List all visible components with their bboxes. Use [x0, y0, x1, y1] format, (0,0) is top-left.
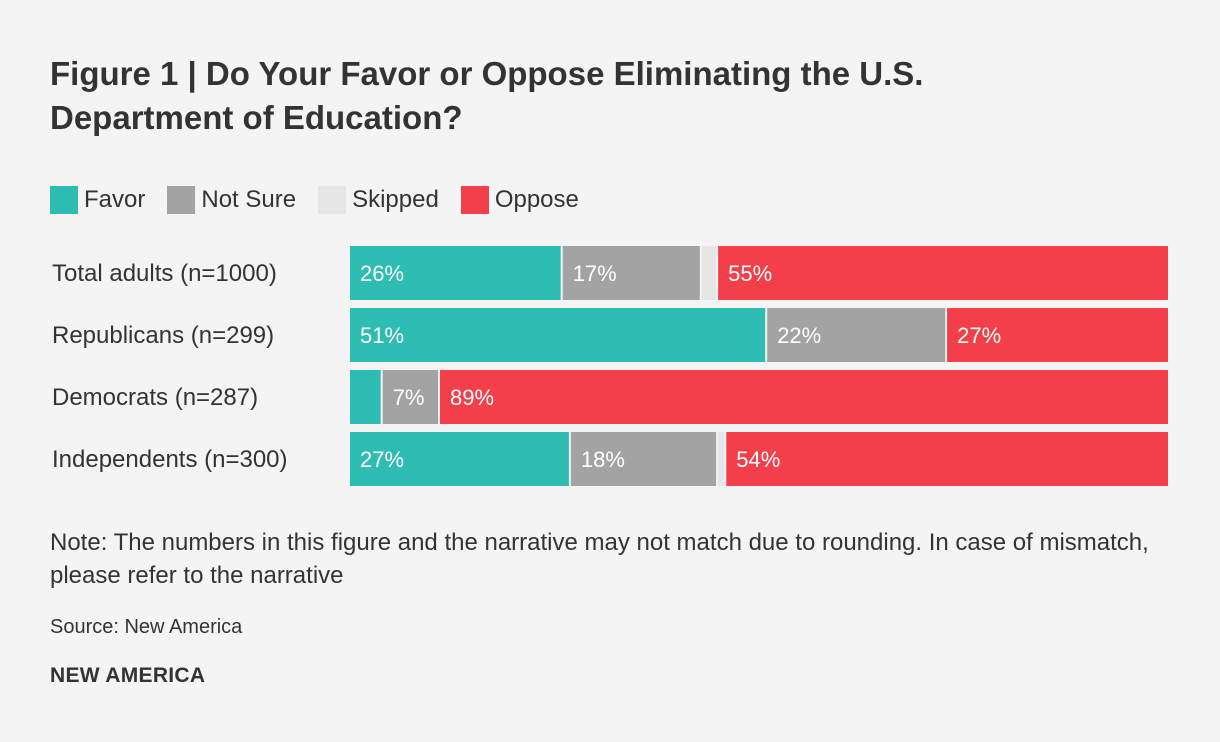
- legend-label: Skipped: [352, 186, 439, 213]
- legend-label: Not Sure: [201, 186, 297, 213]
- legend-swatch: [167, 186, 196, 214]
- bar-segment-skipped: [718, 432, 725, 486]
- brand-logo-text: NEW AMERICA: [50, 664, 206, 687]
- bar-segment-oppose: [440, 370, 1168, 424]
- category-label: Independents (n=300): [52, 446, 288, 473]
- bar-segment-favor: [350, 246, 561, 300]
- bar-value-label: 18%: [581, 447, 625, 472]
- legend-item-skipped: Skipped: [318, 186, 439, 214]
- legend-label: Favor: [84, 186, 146, 213]
- bar-segment-not-sure: [382, 370, 438, 424]
- bar-segment-oppose: [718, 246, 1168, 300]
- chart-title: Figure 1 | Do Your Favor or Oppose Elimi…: [50, 55, 924, 136]
- bar-value-label: 26%: [360, 261, 404, 286]
- bar-value-label: 22%: [777, 323, 821, 348]
- legend-swatch: [318, 186, 347, 214]
- bar-segment-not-sure: [562, 246, 700, 300]
- legend-label: Oppose: [494, 186, 579, 213]
- bar-value-label: 55%: [728, 261, 772, 286]
- legend-item-not-sure: Not Sure: [167, 186, 296, 214]
- bar-value-label: 17%: [573, 261, 617, 286]
- bar-value-label: 89%: [450, 385, 494, 410]
- category-label: Total adults (n=1000): [52, 260, 277, 287]
- note-text: Note: The numbers in this figure and the…: [50, 529, 1149, 589]
- bar-value-label: 7%: [393, 385, 425, 410]
- category-label: Republicans (n=299): [52, 322, 274, 349]
- legend-item-favor: Favor: [50, 186, 145, 214]
- bar-value-label: 27%: [360, 447, 404, 472]
- bar-segment-not-sure: [767, 308, 946, 362]
- bar-value-label: 27%: [957, 323, 1001, 348]
- bar-segment-oppose: [947, 308, 1168, 362]
- bar-segment-favor: [350, 370, 381, 424]
- bar-segment-skipped: [701, 246, 717, 300]
- bar-value-label: 54%: [736, 447, 780, 472]
- bar-value-label: 51%: [360, 323, 404, 348]
- category-label: Democrats (n=287): [52, 384, 258, 411]
- source-text: Source: New America: [50, 616, 243, 638]
- legend: Favor Not Sure Skipped Oppose: [50, 184, 601, 216]
- bar-segment-not-sure: [570, 432, 717, 486]
- legend-swatch: [50, 186, 78, 214]
- legend-swatch: [460, 186, 489, 214]
- legend-item-oppose: Oppose: [460, 186, 579, 214]
- bar-segment-favor: [350, 432, 569, 486]
- bar-segment-favor: [350, 308, 766, 362]
- bar-segment-oppose: [726, 432, 1168, 486]
- bar-chart: Total adults (n=1000) 26% 17% 55% Republican…: [52, 246, 1168, 486]
